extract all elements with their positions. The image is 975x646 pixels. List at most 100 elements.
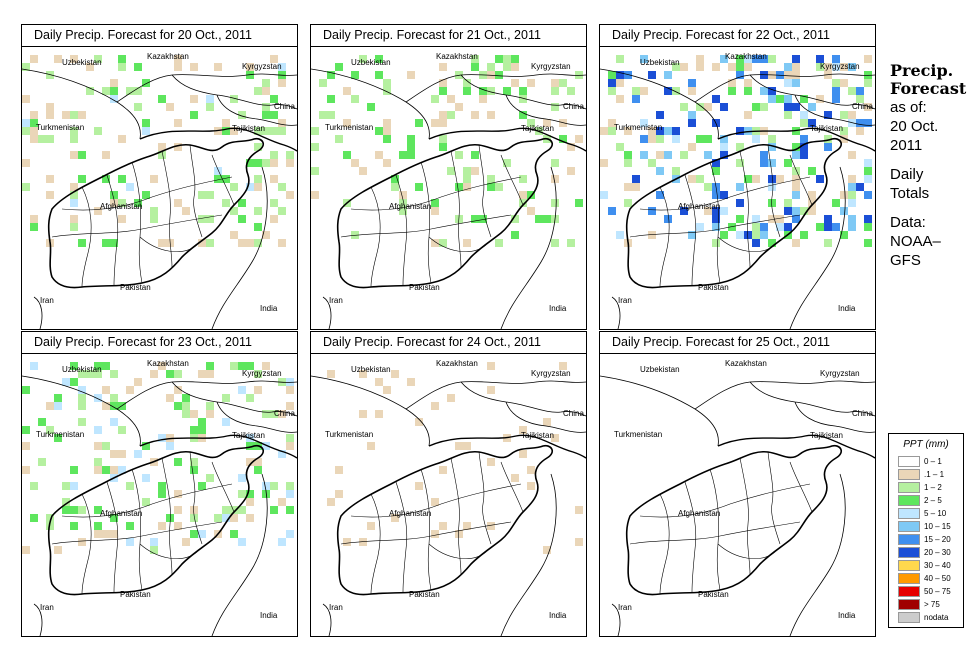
- precip-cell: [94, 442, 102, 450]
- precip-cell: [311, 191, 319, 199]
- precip-cell: [439, 466, 447, 474]
- precip-cell: [150, 175, 158, 183]
- precip-cell: [22, 546, 30, 554]
- afghanistan-map: Uzbekistan Kazakhstan Kyrgyzstan China T…: [600, 52, 875, 329]
- precip-cell: [399, 151, 407, 159]
- neighbor-border: [33, 603, 43, 636]
- legend-row: .1 – 1: [898, 469, 962, 480]
- precip-cell: [174, 386, 182, 394]
- afghanistan-border: [625, 137, 843, 289]
- precip-cell: [832, 87, 840, 95]
- precip-cell: [278, 498, 286, 506]
- precip-cell: [359, 370, 367, 378]
- precip-cell: [712, 239, 720, 247]
- neighbor-border: [749, 74, 875, 110]
- precip-cell: [158, 95, 166, 103]
- precip-cell: [118, 450, 126, 458]
- precip-cell: [278, 410, 286, 418]
- precip-cell: [455, 183, 463, 191]
- precip-cell: [800, 119, 808, 127]
- precip-cell: [286, 442, 294, 450]
- precip-cell: [543, 546, 551, 554]
- precip-cell: [158, 482, 166, 490]
- precip-cell: [150, 215, 158, 223]
- precip-cell: [752, 239, 760, 247]
- precip-cell: [744, 55, 752, 63]
- precip-cell: [575, 71, 583, 79]
- neighbor-border: [405, 73, 586, 103]
- precip-cell: [190, 63, 198, 71]
- precip-cell: [22, 386, 30, 394]
- precip-cell: [166, 103, 174, 111]
- precip-cell: [407, 71, 415, 79]
- precip-cell: [254, 458, 262, 466]
- precip-cell: [254, 127, 262, 135]
- precip-cell: [816, 223, 824, 231]
- precip-cell: [487, 362, 495, 370]
- neighbor-border: [749, 381, 875, 417]
- precip-cell: [608, 207, 616, 215]
- precip-cell: [463, 87, 471, 95]
- precip-cell: [94, 207, 102, 215]
- precip-cell: [616, 231, 624, 239]
- precip-cell: [359, 167, 367, 175]
- precip-cell: [150, 546, 158, 554]
- precip-cell: [808, 207, 816, 215]
- precip-cell: [270, 199, 278, 207]
- info-asof: as of:: [890, 99, 927, 116]
- precip-cell: [567, 239, 575, 247]
- precip-cell: [278, 538, 286, 546]
- precip-cell: [816, 63, 824, 71]
- precip-cell: [616, 95, 624, 103]
- precip-cell: [86, 63, 94, 71]
- precip-cell: [864, 55, 872, 63]
- precip-cell: [720, 207, 728, 215]
- precip-cell: [824, 111, 832, 119]
- precip-cell: [206, 410, 214, 418]
- neighbor-border: [211, 166, 268, 329]
- label-tajikistan: Tajikistan: [232, 124, 265, 133]
- precip-cell: [824, 135, 832, 143]
- precip-cell: [319, 79, 327, 87]
- precip-cell: [343, 538, 351, 546]
- precip-cell: [752, 223, 760, 231]
- precip-cell: [736, 215, 744, 223]
- precip-cell: [126, 87, 134, 95]
- precip-cell: [190, 514, 198, 522]
- legend-label: 15 – 20: [924, 535, 951, 544]
- precip-cell: [375, 71, 383, 79]
- precip-cell: [824, 223, 832, 231]
- precip-cell: [62, 506, 70, 514]
- precip-cell: [567, 167, 575, 175]
- precip-cell: [479, 95, 487, 103]
- precip-cell: [190, 466, 198, 474]
- precip-cell: [728, 79, 736, 87]
- precip-cell: [447, 167, 455, 175]
- neighbor-border: [211, 473, 268, 636]
- precip-cell: [768, 87, 776, 95]
- precip-cell: [118, 135, 126, 143]
- precip-cell: [254, 183, 262, 191]
- label-kazakhstan: Kazakhstan: [725, 359, 767, 368]
- precip-cell: [519, 111, 527, 119]
- precip-cell: [696, 63, 704, 71]
- precip-cell: [511, 231, 519, 239]
- precip-cell: [238, 386, 246, 394]
- precip-cell: [519, 199, 527, 207]
- precip-cell: [351, 71, 359, 79]
- precip-cell: [648, 159, 656, 167]
- precip-cell: [439, 111, 447, 119]
- precip-cell: [102, 530, 110, 538]
- label-china: China: [563, 409, 584, 418]
- precip-cell: [262, 159, 270, 167]
- legend-label: 30 – 40: [924, 561, 951, 570]
- precip-cell: [768, 159, 776, 167]
- precip-cell: [343, 119, 351, 127]
- precip-cell: [487, 87, 495, 95]
- precip-cell: [174, 458, 182, 466]
- afghanistan-map: Uzbekistan Kazakhstan Kyrgyzstan China T…: [22, 52, 297, 329]
- precip-cell: [832, 223, 840, 231]
- precip-cell: [688, 87, 696, 95]
- precip-cell: [118, 63, 126, 71]
- neighbor-border: [139, 127, 297, 152]
